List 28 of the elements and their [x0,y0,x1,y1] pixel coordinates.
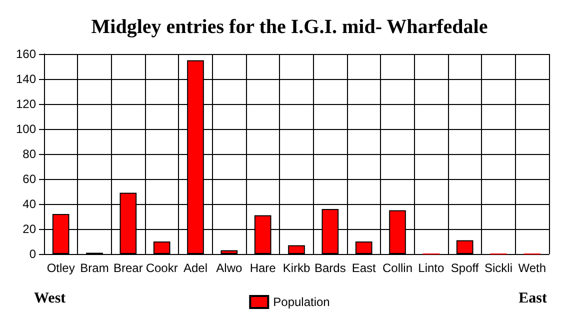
y-tick-label: 160 [16,47,36,61]
x-tick-label: Collin [382,261,413,275]
x-tick-label: Linto [418,261,444,275]
x-tick-label: Weth [518,261,546,275]
chart-title: Midgley entries for the I.G.I. mid- Wharfedale [91,16,488,38]
x-tick-label: East [352,261,377,275]
y-tick-label: 0 [29,247,36,261]
x-tick-label: Alwo [216,261,242,275]
x-tick-label: Spoff [450,261,480,275]
x-tick-label: Otley [46,261,75,275]
y-tick-label: 120 [16,97,36,111]
text: East [518,290,548,306]
legend-label: Population [273,295,330,309]
x-tick-label: Bram [80,261,109,275]
x-tick-label: Cookr [146,261,178,275]
y-tick-label: 20 [22,222,36,236]
x-tick-label: Kirkb [282,261,310,275]
text: West [34,290,66,306]
y-tick-label: 80 [22,147,36,161]
y-tick-label: 40 [22,197,36,211]
x-tick-label: Sickli [484,261,513,275]
x-tick-label: Bards [314,261,346,275]
y-tick-label: 140 [16,72,36,86]
x-tick-label: Brear [113,261,143,275]
y-tick-label: 60 [22,172,36,186]
y-tick-label: 100 [16,122,36,136]
x-tick-label: Adel [183,261,208,275]
x-tick-label: Hare [250,261,276,275]
